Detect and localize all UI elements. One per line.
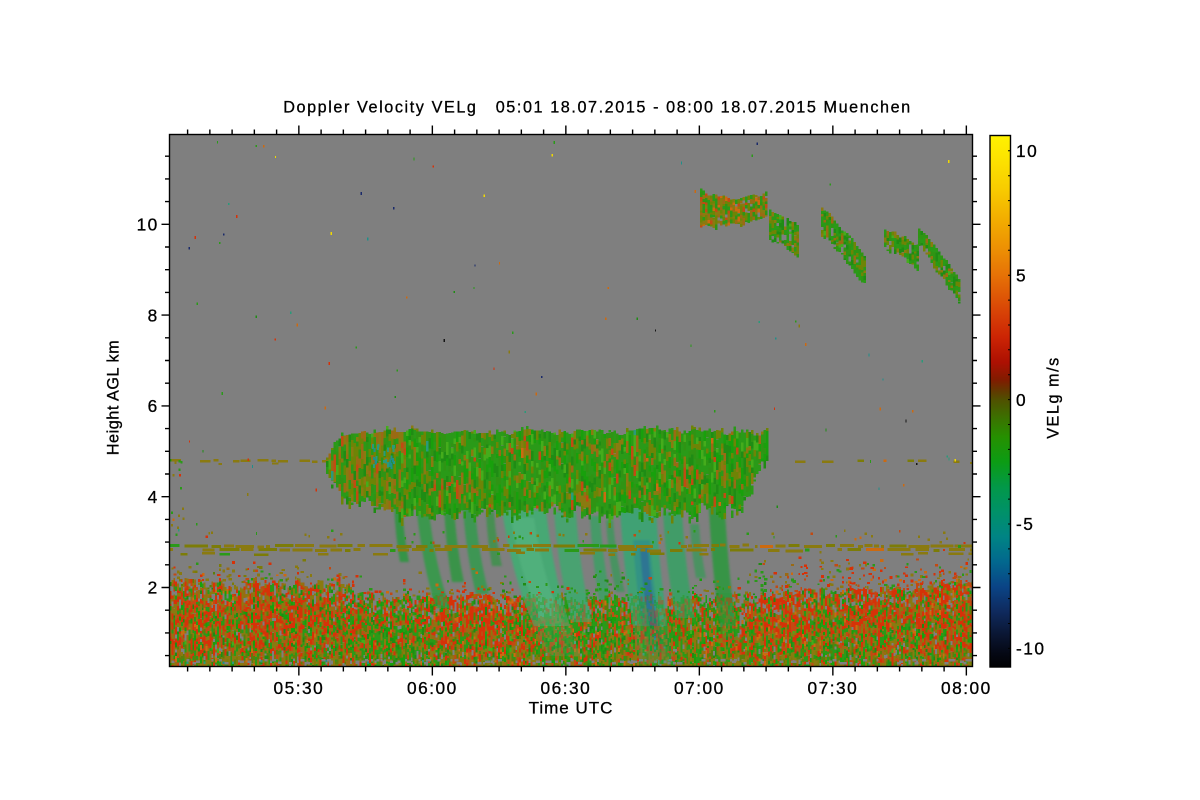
svg-text:2: 2 (148, 578, 159, 598)
svg-text:-10: -10 (1016, 639, 1045, 659)
svg-text:5: 5 (1016, 265, 1027, 285)
svg-text:06:30: 06:30 (540, 678, 591, 698)
svg-text:07:30: 07:30 (807, 678, 858, 698)
svg-text:Time UTC: Time UTC (529, 699, 614, 718)
svg-text:4: 4 (148, 487, 159, 507)
svg-text:0: 0 (1016, 390, 1027, 410)
svg-text:Height AGL km: Height AGL km (105, 340, 123, 455)
svg-text:VELg m/s: VELg m/s (1045, 356, 1063, 439)
svg-text:10: 10 (137, 215, 159, 235)
svg-text:10: 10 (1016, 141, 1038, 161)
svg-text:06:00: 06:00 (407, 678, 458, 698)
svg-text:05:30: 05:30 (273, 678, 324, 698)
svg-text:-5: -5 (1016, 514, 1034, 534)
svg-text:Doppler Velocity VELg 05:01: Doppler Velocity VELg 05:01 18.07.2015 -… (283, 99, 912, 117)
svg-text:8: 8 (148, 305, 159, 325)
svg-text:6: 6 (148, 396, 159, 416)
svg-text:07:00: 07:00 (674, 678, 725, 698)
svg-text:08:00: 08:00 (941, 678, 992, 698)
